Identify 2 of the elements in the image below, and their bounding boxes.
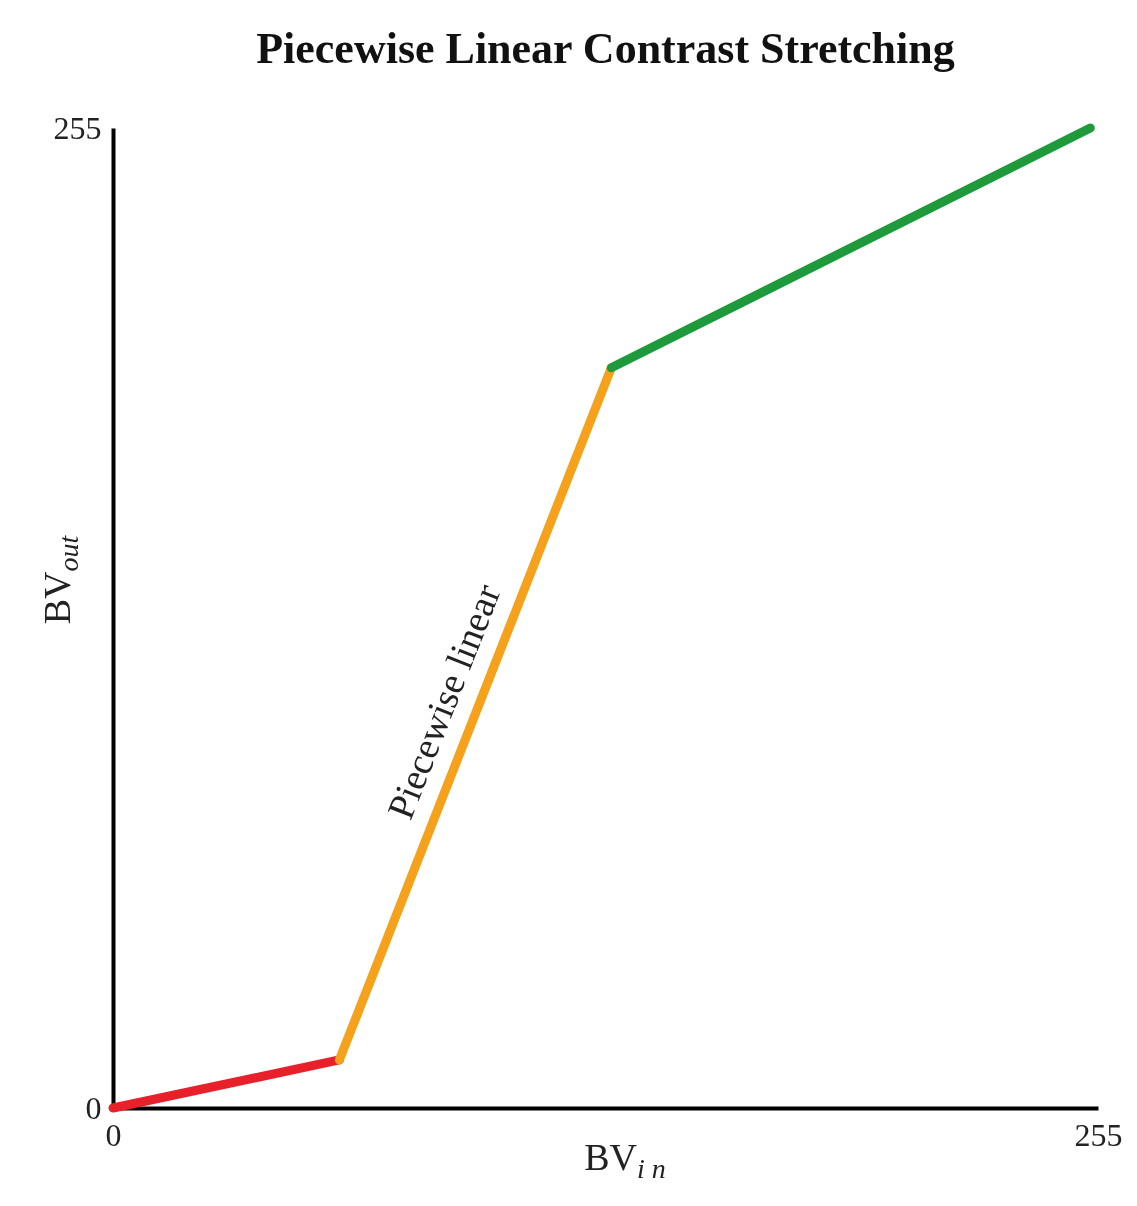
chart-title: Piecewise Linear Contrast Stretching [256, 24, 955, 73]
x-axis-title: BV$_{i n}$ [584, 1134, 666, 1186]
